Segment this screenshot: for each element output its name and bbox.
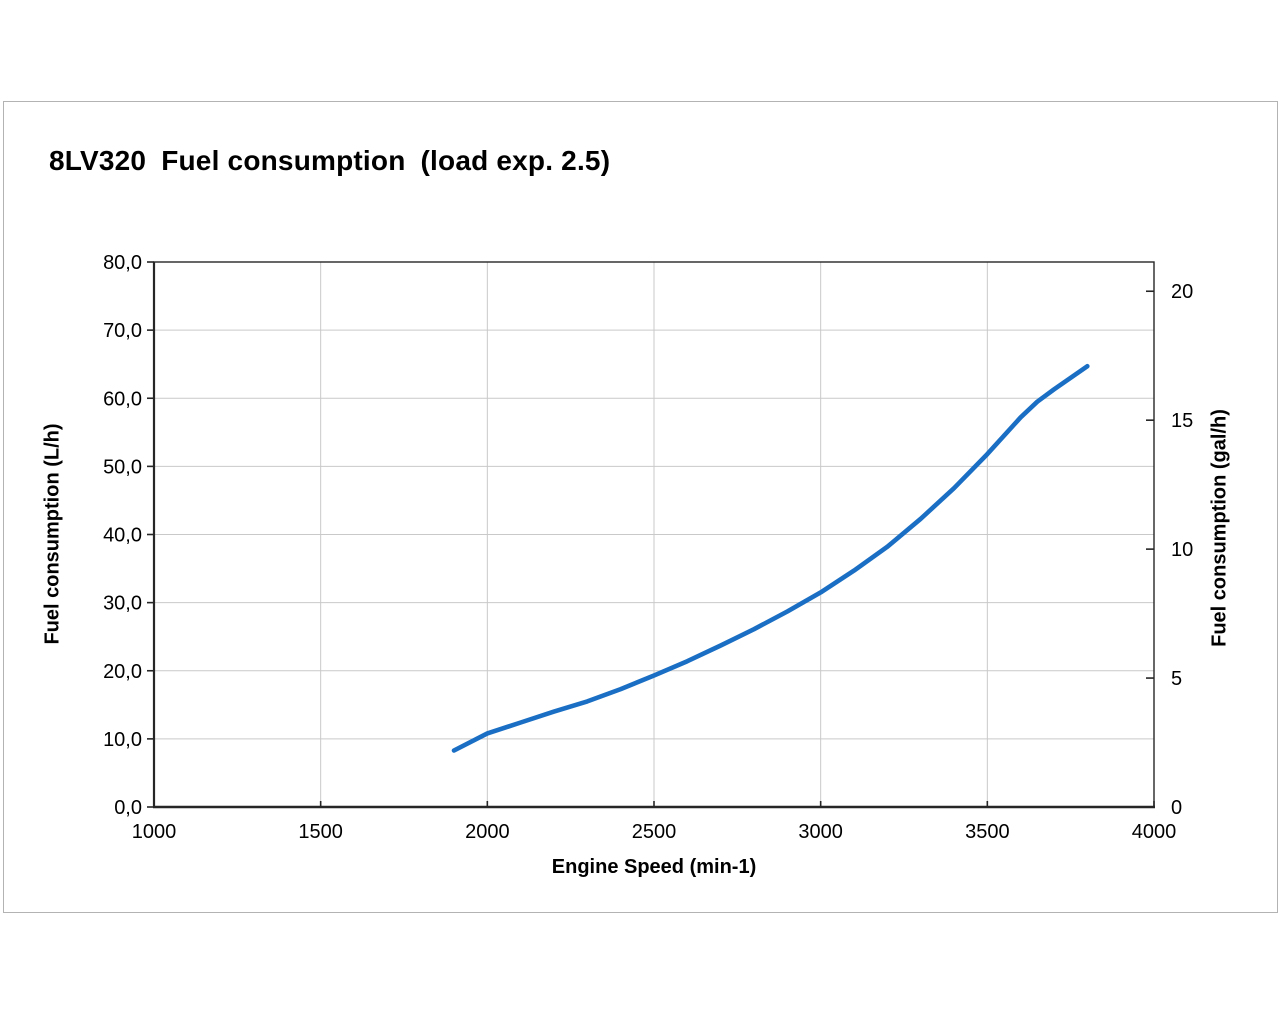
chart-title-model: 8LV320 xyxy=(49,145,147,176)
x-tick-label: 2500 xyxy=(632,821,677,843)
right-tick-label: 5 xyxy=(1171,668,1182,690)
left-tick-label: 40,0 xyxy=(103,525,142,547)
right-tick-label: 10 xyxy=(1171,539,1193,561)
left-tick-label: 70,0 xyxy=(103,320,142,342)
x-tick-label: 3000 xyxy=(798,821,843,843)
plot-area: 0,0 10,0 20,0 30,0 40,0 50,0 60,0 70,0 80,0 0 5 10 1… xyxy=(103,252,1193,843)
chart-title-note: (load exp. 2.5) xyxy=(420,145,611,176)
left-tick-label: 80,0 xyxy=(103,252,142,274)
left-tick-label: 30,0 xyxy=(103,593,142,615)
x-tick-label: 3500 xyxy=(965,821,1010,843)
right-tick-label: 15 xyxy=(1171,410,1193,432)
left-tick-label: 0,0 xyxy=(114,797,142,819)
left-tick-label: 60,0 xyxy=(103,388,142,410)
left-tick-label: 10,0 xyxy=(103,729,142,751)
right-tick-label: 0 xyxy=(1171,797,1182,819)
x-tick-label: 2000 xyxy=(465,821,510,843)
x-tick-label: 1000 xyxy=(132,821,177,843)
x-axis-title: Engine Speed (min-1) xyxy=(551,856,757,878)
right-tick-label: 20 xyxy=(1171,281,1193,303)
left-tick-label: 20,0 xyxy=(103,661,142,683)
chart-frame: 8LV320 Fuel consumption (load exp. 2.5) … xyxy=(3,101,1278,913)
x-tick-label: 4000 xyxy=(1132,821,1177,843)
chart-title: 8LV320 Fuel consumption (load exp. 2.5) xyxy=(49,145,610,177)
x-tick-label: 1500 xyxy=(298,821,343,843)
left-tick-label: 50,0 xyxy=(103,456,142,478)
fuel-consumption-curve xyxy=(451,363,1090,753)
chart-title-main: Fuel consumption xyxy=(161,145,406,176)
